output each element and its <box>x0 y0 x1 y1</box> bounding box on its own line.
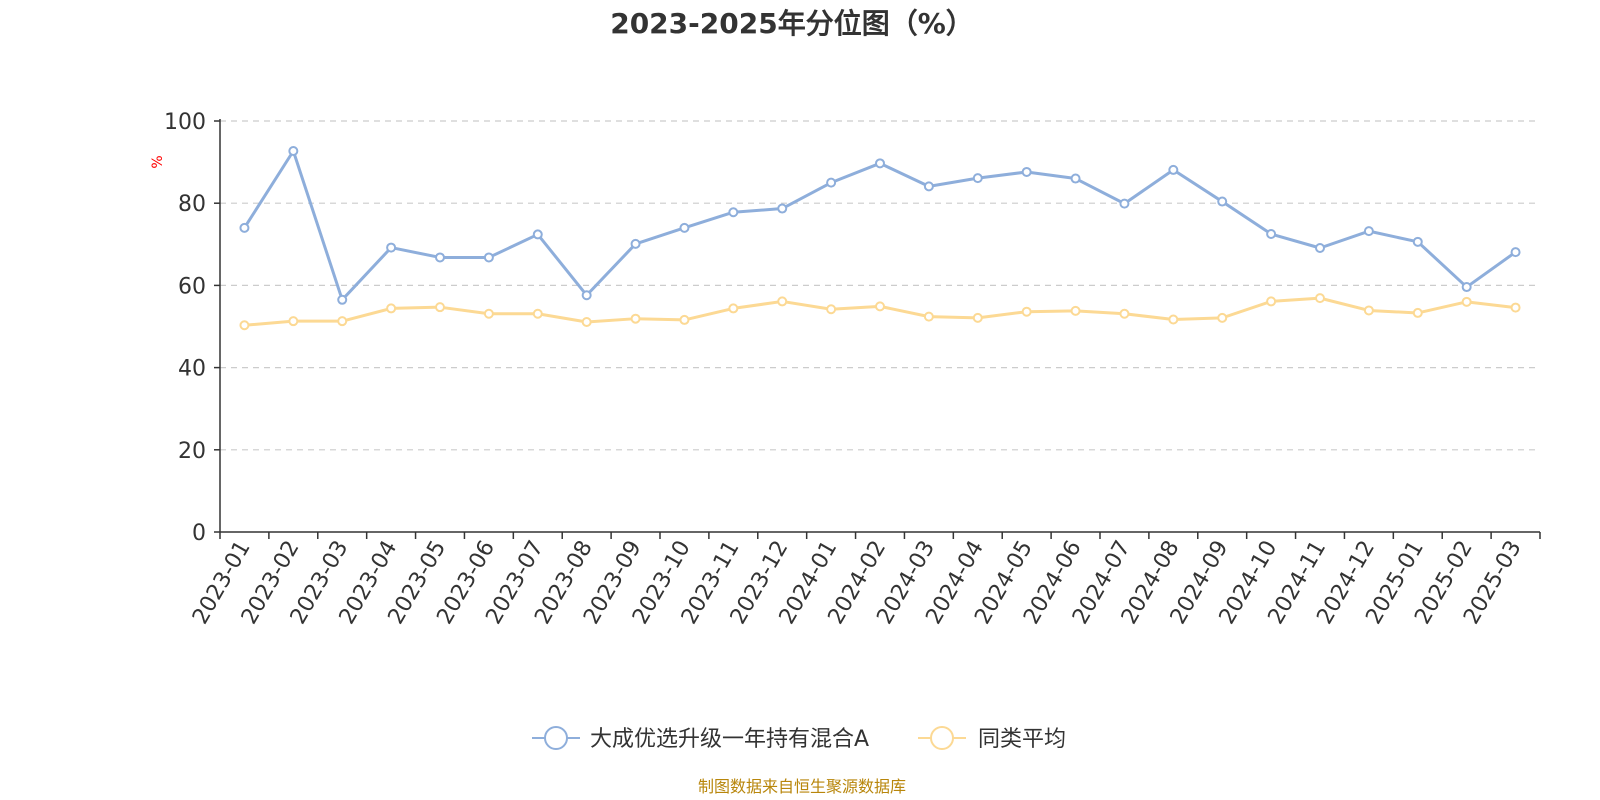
x-tick-labels: 2023-012023-022023-032023-042023-052023-… <box>188 537 1527 629</box>
data-point-series-2[interactable] <box>483 308 494 319</box>
data-point-series-2[interactable] <box>1461 296 1472 307</box>
chart-title: 2023-2025年分位图（%） <box>610 7 974 40</box>
legend: 大成优选升级一年持有混合A 同类平均 <box>532 726 1066 752</box>
y-tick-label: 0 <box>192 521 206 546</box>
data-point-series-2[interactable] <box>777 296 788 307</box>
y-tick-label: 40 <box>178 357 206 382</box>
data-point-series-1[interactable] <box>1021 166 1032 177</box>
data-point-series-1[interactable] <box>1461 282 1472 293</box>
y-unit-label: % <box>150 155 166 168</box>
legend-label-series-2: 同类平均 <box>978 727 1066 752</box>
axes <box>214 119 1541 539</box>
data-point-series-2[interactable] <box>1119 308 1130 319</box>
data-point-series-2[interactable] <box>337 316 348 327</box>
data-point-series-2[interactable] <box>435 302 445 313</box>
data-point-series-2[interactable] <box>972 312 983 323</box>
legend-marker-series-1 <box>544 726 568 750</box>
data-point-series-1[interactable] <box>826 177 837 188</box>
data-point-series-1[interactable] <box>1217 196 1228 207</box>
data-point-series-1[interactable] <box>1315 242 1325 253</box>
data-point-series-2[interactable] <box>679 314 690 325</box>
data-point-series-2[interactable] <box>728 303 739 314</box>
data-point-series-1[interactable] <box>972 173 983 184</box>
data-point-series-2[interactable] <box>1510 302 1521 313</box>
data-point-series-2[interactable] <box>923 311 934 322</box>
data-point-series-1[interactable] <box>386 242 397 253</box>
data-point-series-1[interactable] <box>1412 236 1423 247</box>
data-point-series-1[interactable] <box>728 207 739 218</box>
data-point-series-2[interactable] <box>1363 305 1374 316</box>
data-point-series-1[interactable] <box>435 252 445 263</box>
data-point-series-2[interactable] <box>875 301 885 312</box>
y-tick-label: 20 <box>178 439 206 464</box>
legend-item-series-2[interactable]: 同类平均 <box>918 726 1066 752</box>
data-point-series-2[interactable] <box>1412 307 1423 318</box>
legend-item-series-1[interactable]: 大成优选升级一年持有混合A <box>532 726 869 752</box>
data-point-series-2[interactable] <box>1168 314 1179 325</box>
data-source-note: 制图数据来自恒生聚源数据库 <box>698 777 906 796</box>
data-point-series-2[interactable] <box>239 320 250 331</box>
y-tick-label: 100 <box>164 110 206 135</box>
data-point-series-1[interactable] <box>923 181 934 192</box>
series-lines <box>239 146 1521 331</box>
data-point-series-1[interactable] <box>1363 226 1374 237</box>
y-tick-labels: 0 20 40 60 80 100 <box>164 110 206 546</box>
data-point-series-1[interactable] <box>630 238 641 249</box>
data-point-series-1[interactable] <box>1119 198 1130 209</box>
data-point-series-2[interactable] <box>1315 293 1325 304</box>
data-point-series-1[interactable] <box>581 290 592 301</box>
data-point-series-2[interactable] <box>288 316 299 327</box>
data-point-series-1[interactable] <box>337 294 348 305</box>
data-point-series-1[interactable] <box>1070 173 1081 184</box>
data-point-series-1[interactable] <box>239 222 250 233</box>
data-point-series-2[interactable] <box>1217 312 1228 323</box>
data-point-series-1[interactable] <box>1510 247 1521 258</box>
series-line-1 <box>242 149 1518 302</box>
data-point-series-1[interactable] <box>1168 164 1179 175</box>
grid-lines <box>220 120 1540 451</box>
y-tick-label: 60 <box>178 274 206 299</box>
data-point-series-2[interactable] <box>532 308 543 319</box>
data-point-series-1[interactable] <box>679 222 690 233</box>
legend-marker-series-2 <box>930 726 954 750</box>
data-point-series-2[interactable] <box>581 316 592 327</box>
legend-label-series-1: 大成优选升级一年持有混合A <box>590 727 869 752</box>
data-point-series-2[interactable] <box>1070 305 1081 316</box>
data-point-series-2[interactable] <box>630 313 641 324</box>
data-point-series-2[interactable] <box>826 304 837 315</box>
data-point-series-2[interactable] <box>386 303 397 314</box>
data-point-series-2[interactable] <box>1021 306 1032 317</box>
data-point-series-1[interactable] <box>288 146 299 157</box>
data-point-series-1[interactable] <box>483 252 494 263</box>
y-tick-label: 80 <box>178 192 206 217</box>
data-point-series-1[interactable] <box>777 203 788 214</box>
data-point-series-1[interactable] <box>1266 229 1277 240</box>
data-point-series-2[interactable] <box>1266 296 1277 307</box>
data-point-series-1[interactable] <box>875 158 885 169</box>
data-point-series-1[interactable] <box>532 229 543 240</box>
